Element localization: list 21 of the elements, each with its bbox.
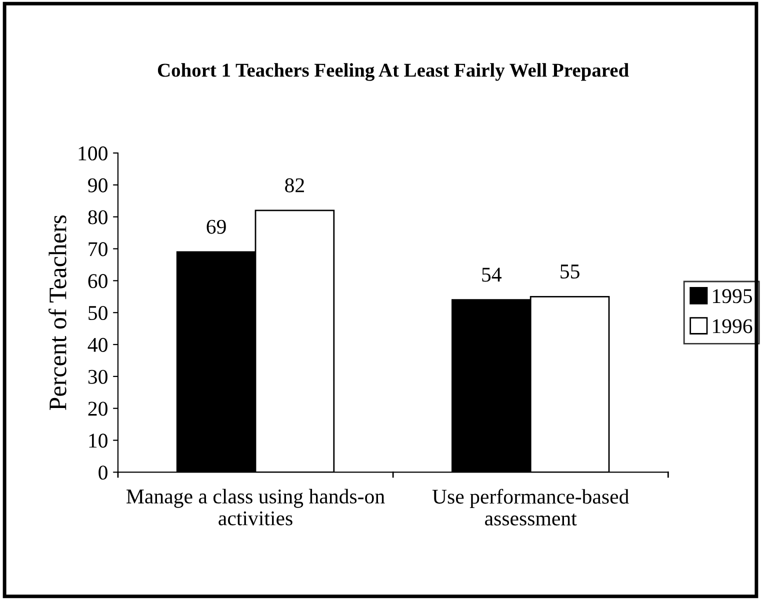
y-tick-label: 10 — [89, 434, 108, 448]
y-axis-title: Percent of Teachers — [48, 215, 66, 410]
y-tick-label: 100 — [78, 146, 108, 160]
y-tick-label: 70 — [88, 242, 108, 256]
y-tick-label: 30 — [88, 370, 108, 384]
y-tick-label: 0 — [98, 466, 108, 480]
x-tick-label: Use performance-based assessment — [432, 488, 629, 526]
legend-label: 1995 — [712, 289, 752, 304]
y-tick-label: 90 — [88, 178, 108, 192]
chart-title: Cohort 1 Teachers Feeling At Least Fairly Well Prepared — [158, 63, 629, 81]
y-tick-label: 40 — [88, 338, 108, 352]
y-tick-label: 20 — [88, 402, 108, 416]
data-label: 82 — [285, 178, 304, 192]
y-tick-label: 60 — [88, 274, 108, 288]
x-tick-label: Manage a class using hands-on activities — [126, 488, 385, 526]
legend-label: 1996 — [712, 319, 752, 334]
y-tick-label: 50 — [88, 306, 108, 320]
data-label: 69 — [206, 220, 226, 234]
data-label: 55 — [560, 264, 580, 279]
data-label: 54 — [482, 268, 502, 282]
y-tick-label: 80 — [88, 210, 108, 224]
